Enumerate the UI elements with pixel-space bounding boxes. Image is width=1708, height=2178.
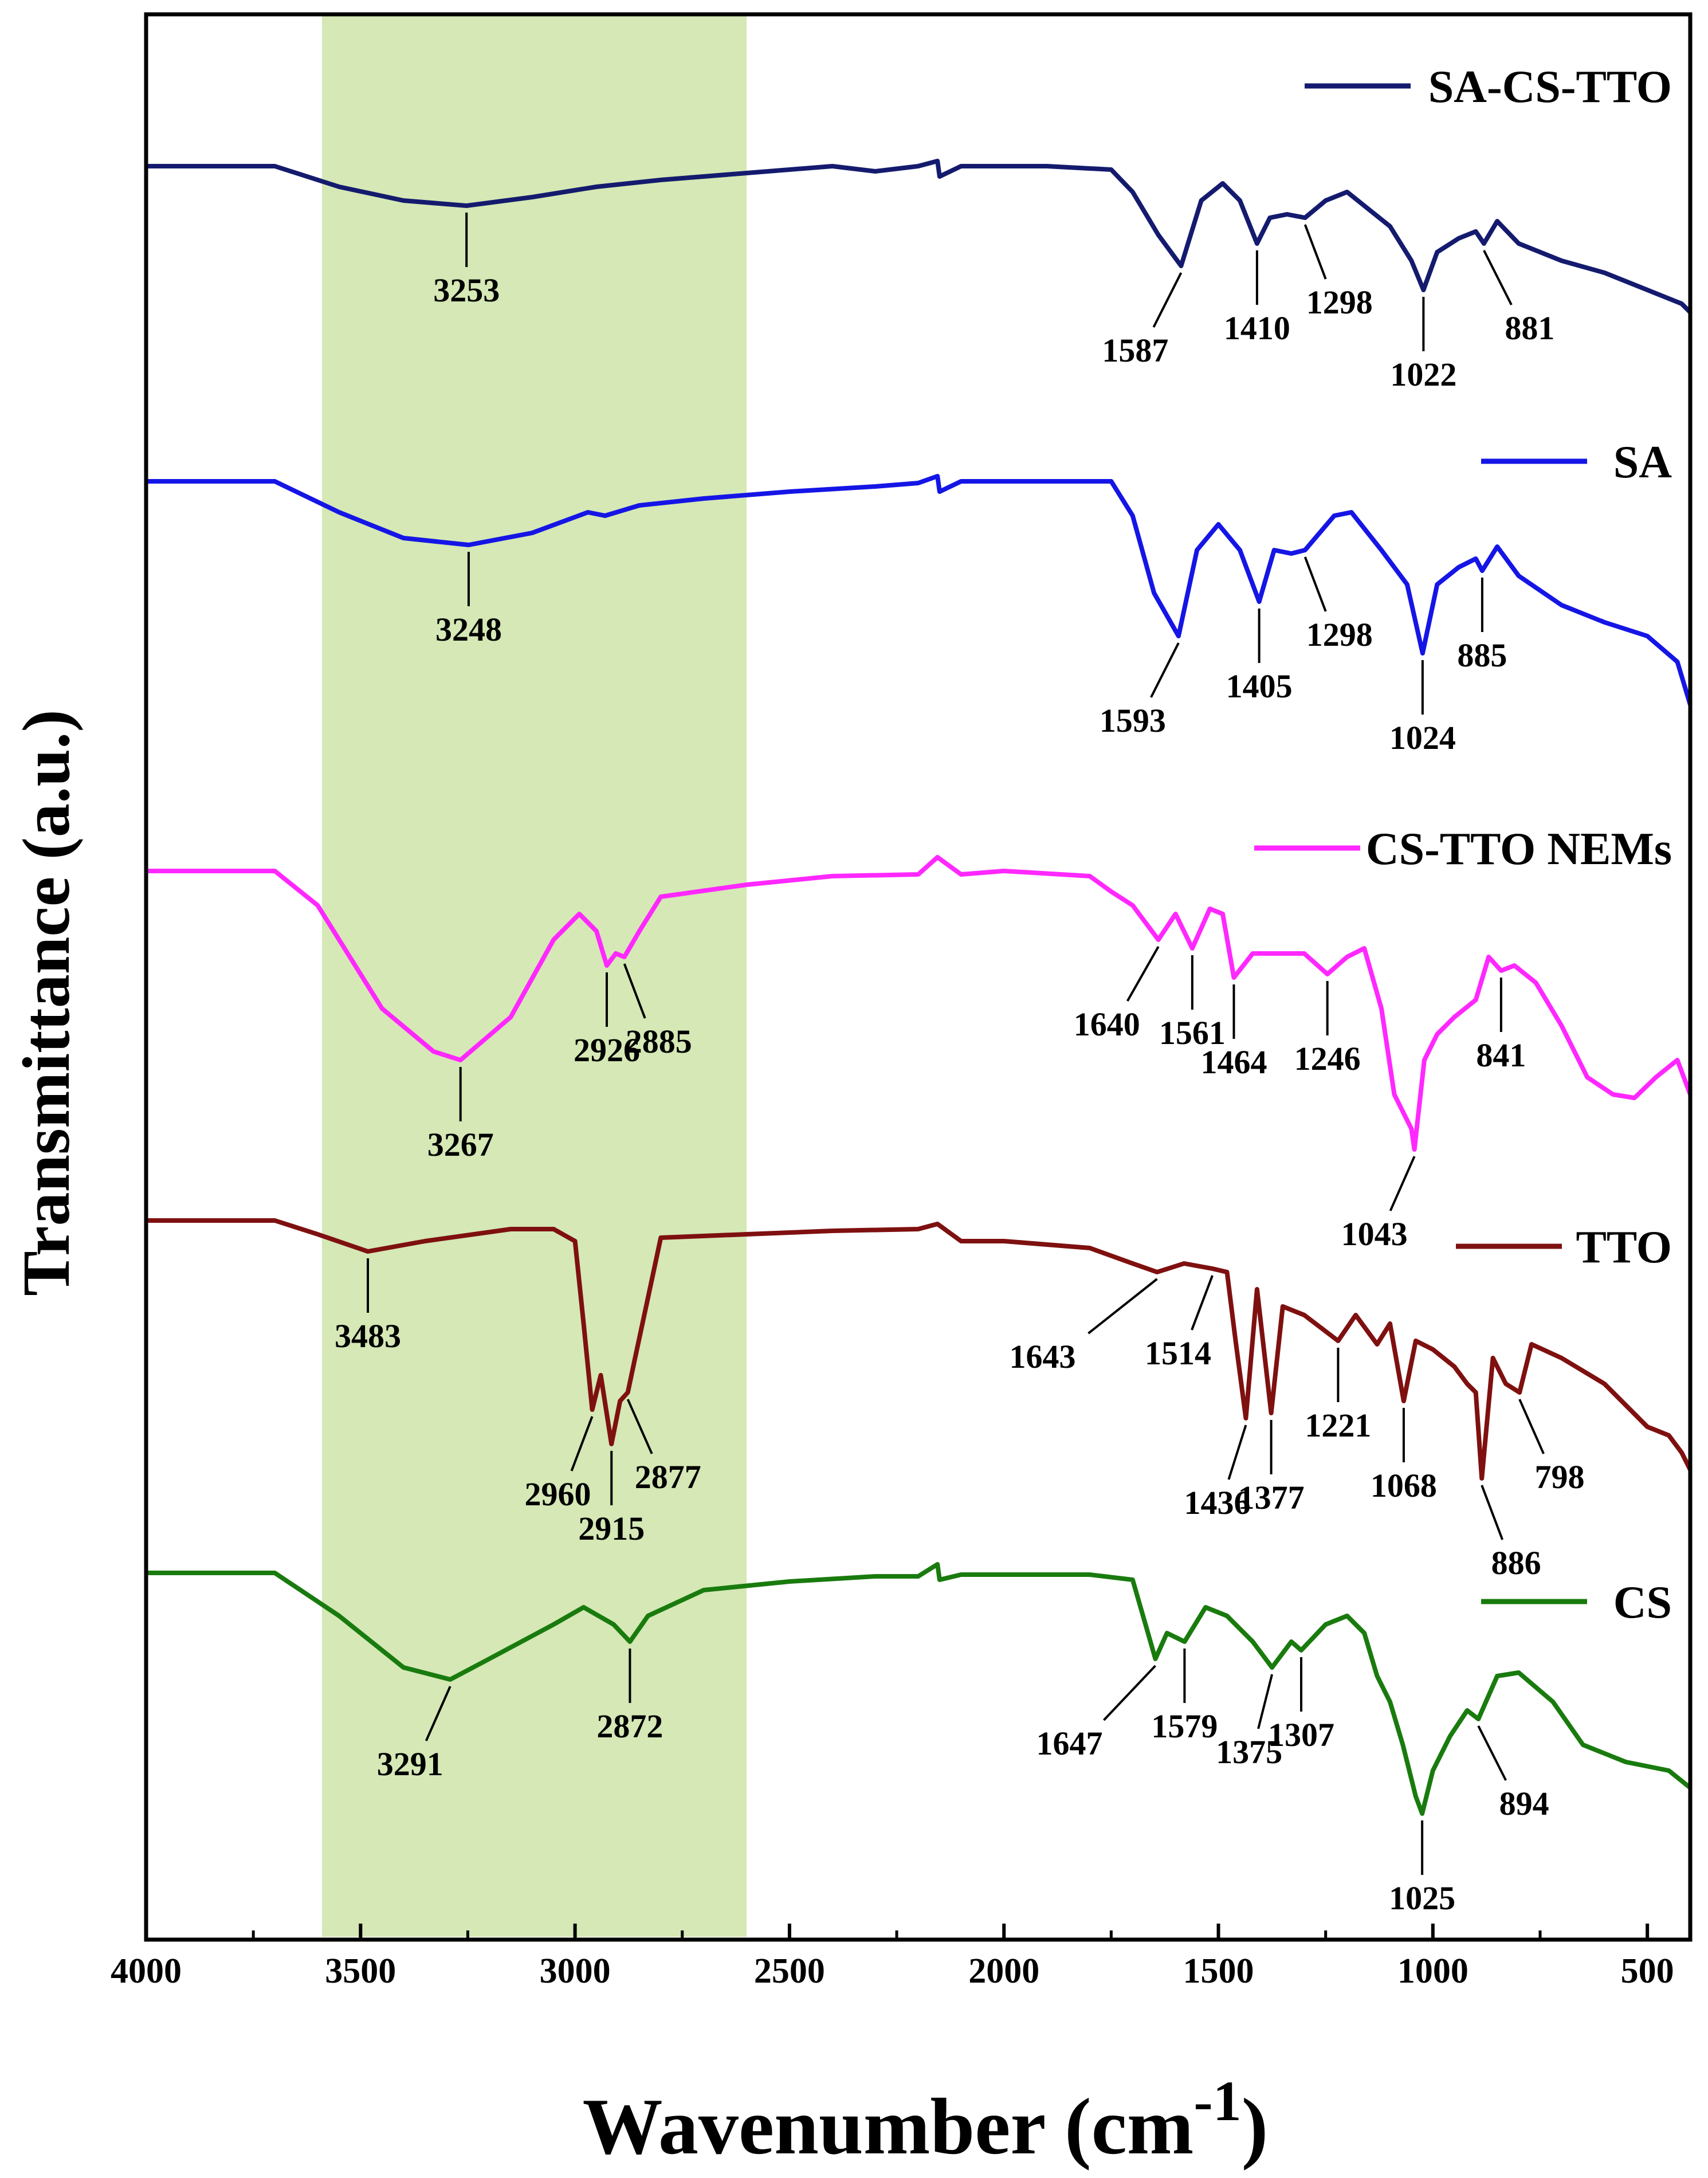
peak-label-1514: 1514	[1145, 1335, 1211, 1372]
peak-leader-3291	[425, 1686, 451, 1741]
peak-label-2915: 2915	[578, 1510, 645, 1547]
y-axis-title: Transmittance (a.u.)	[9, 709, 84, 1296]
peak-label-1579: 1579	[1151, 1708, 1218, 1745]
peak-leader-1514	[1191, 1275, 1214, 1331]
peak-label-3248: 3248	[435, 611, 502, 648]
peak-label-798: 798	[1535, 1458, 1585, 1496]
peak-label-881: 881	[1505, 309, 1554, 347]
x-axis-title: Wavenumber (cm-1)	[583, 2069, 1269, 2171]
x-tick-label-1500: 1500	[1183, 1952, 1254, 1991]
peak-leader-1298	[1303, 556, 1327, 612]
x-axis-title-close: )	[1242, 2082, 1269, 2171]
peak-label-3253: 3253	[433, 272, 500, 309]
peak-label-2885: 2885	[626, 1023, 692, 1060]
peak-label-885: 885	[1457, 637, 1507, 674]
x-tick-label-3000: 3000	[540, 1952, 611, 1991]
plot-frame	[144, 12, 1693, 1942]
peak-label-1647: 1647	[1036, 1725, 1102, 1762]
peak-label-1436: 1436	[1184, 1484, 1250, 1521]
peak-leader-1043	[1389, 1156, 1416, 1211]
spectrum-cs-tto-nems	[146, 855, 1693, 1152]
peak-label-1022: 1022	[1390, 356, 1456, 393]
x-tick-label-1000: 1000	[1397, 1952, 1469, 1991]
legend-label-tto: TTO	[1576, 1222, 1672, 1273]
legend-layer: SA-CS-TTO SA CS-TTO NEMs TTO CS	[1254, 62, 1672, 1628]
peak-label-1377: 1377	[1238, 1479, 1305, 1516]
legend-label-cs: CS	[1613, 1577, 1672, 1628]
spectrum-sa	[146, 474, 1693, 706]
peak-leader-1436	[1227, 1424, 1247, 1480]
peak-label-1307: 1307	[1268, 1716, 1334, 1753]
x-tick-label-2500: 2500	[754, 1952, 825, 1991]
peak-label-1298: 1298	[1306, 284, 1373, 321]
x-tick-label-500: 500	[1621, 1952, 1674, 1991]
peak-label-1025: 1025	[1389, 1879, 1455, 1917]
peak-label-3483: 3483	[335, 1317, 401, 1355]
spectra-layer	[146, 159, 1693, 1816]
spectrum-cs	[146, 1562, 1692, 1816]
peak-leader-2885	[623, 963, 646, 1019]
peak-label-1561: 1561	[1159, 1014, 1226, 1051]
peak-label-894: 894	[1499, 1785, 1549, 1822]
peak-leader-2877	[626, 1399, 653, 1454]
x-tick-label-2000: 2000	[968, 1952, 1039, 1991]
peak-label-1068: 1068	[1371, 1467, 1437, 1504]
peak-leader-886	[1481, 1485, 1504, 1540]
peak-label-1405: 1405	[1226, 668, 1293, 705]
peak-leader-1640	[1126, 946, 1160, 1002]
peak-leader-1375	[1257, 1674, 1274, 1729]
x-axis-title-main: Wavenumber (cm	[583, 2082, 1194, 2171]
peak-label-1593: 1593	[1100, 702, 1166, 739]
peak-label-2960: 2960	[525, 1475, 591, 1513]
peak-leader-1643	[1087, 1278, 1158, 1335]
peak-annotations-layer: 3253 1587 1410 1298 1022 881 3248 1593 1405 1298 1…	[335, 213, 1585, 1917]
x-axis-title-superscript: -1	[1193, 2069, 1241, 2133]
peak-leader-1298	[1303, 224, 1327, 280]
legend-label-sa: SA	[1613, 437, 1672, 488]
peak-label-1246: 1246	[1294, 1040, 1361, 1077]
peak-label-1298: 1298	[1306, 616, 1373, 653]
spectrum-tto	[146, 1218, 1693, 1481]
peak-label-3267: 3267	[427, 1126, 494, 1163]
peak-label-2877: 2877	[635, 1458, 701, 1496]
peak-label-1024: 1024	[1389, 719, 1456, 756]
x-axis-ticks: 4000 3500 3000 2500 2000 1500 1000 500	[111, 1924, 1674, 1991]
peak-label-1221: 1221	[1305, 1407, 1371, 1444]
x-tick-label-4000: 4000	[111, 1952, 182, 1991]
peak-label-1640: 1640	[1074, 1006, 1140, 1043]
peak-label-1043: 1043	[1341, 1215, 1408, 1253]
peak-label-3291: 3291	[377, 1745, 443, 1783]
peak-leader-1647	[1103, 1665, 1156, 1721]
peak-label-886: 886	[1491, 1544, 1541, 1581]
peak-leader-1587	[1152, 272, 1183, 328]
legend-label-cs-tto-nems: CS-TTO NEMs	[1366, 824, 1672, 874]
peak-label-2926: 2926	[574, 1031, 640, 1069]
peak-label-1410: 1410	[1224, 309, 1290, 347]
peak-label-1375: 1375	[1216, 1733, 1282, 1771]
peak-label-1464: 1464	[1200, 1043, 1267, 1081]
legend-label-sa-cs-tto: SA-CS-TTO	[1428, 62, 1672, 112]
peak-leader-894	[1477, 1725, 1507, 1781]
peak-leader-1593	[1150, 642, 1180, 698]
peak-leader-798	[1518, 1399, 1545, 1454]
peak-leader-881	[1483, 250, 1513, 305]
peak-label-1643: 1643	[1009, 1338, 1075, 1375]
peak-label-1587: 1587	[1102, 332, 1168, 369]
spectrum-sa-cs-tto	[146, 159, 1692, 314]
peak-label-2872: 2872	[596, 1708, 663, 1745]
peak-leader-2960	[570, 1416, 594, 1471]
x-tick-label-3500: 3500	[325, 1952, 396, 1991]
peak-label-841: 841	[1476, 1037, 1526, 1074]
